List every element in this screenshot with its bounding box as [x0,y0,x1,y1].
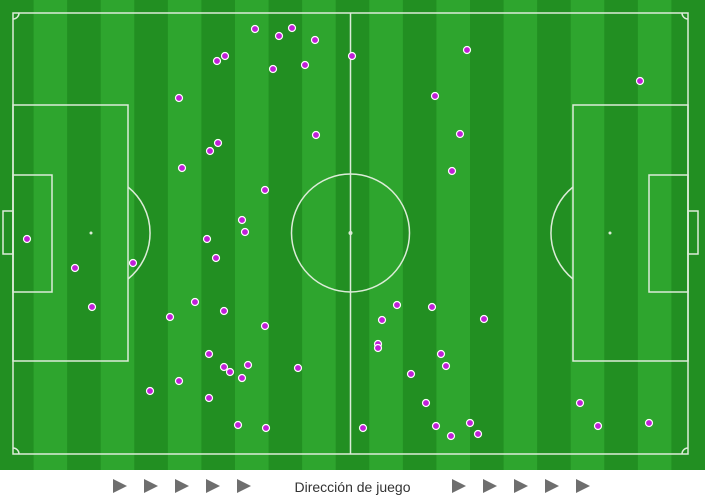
event-point [465,418,475,428]
event-point [174,376,184,386]
event-point [202,234,212,244]
event-point [427,302,437,312]
event-point [300,60,310,70]
event-point [310,35,320,45]
play-triangle-icon [545,479,559,493]
event-point [311,130,321,140]
penalty-spot-right [608,231,612,235]
play-triangle-icon [514,479,528,493]
event-point [274,31,284,41]
grass-stripe [268,0,303,470]
event-point [447,166,457,176]
event-point [174,93,184,103]
event-point [455,129,465,139]
play-triangle-icon [483,479,497,493]
event-point [635,76,645,86]
penalty-arc-left [127,186,151,280]
event-point [145,386,155,396]
event-point [212,56,222,66]
event-point [268,64,278,74]
event-point [240,227,250,237]
grass-stripe [537,0,571,470]
corner-arc-bottom-right [681,447,689,455]
event-point [225,367,235,377]
event-point [260,185,270,195]
corner-arc-bottom-left [12,447,20,455]
event-point [462,45,472,55]
event-point [220,51,230,61]
corner-arc-top-right [681,12,689,20]
play-triangle-icon [452,479,466,493]
event-point [347,51,357,61]
event-point [204,349,214,359]
event-point [293,363,303,373]
pitch-svg [0,0,705,470]
event-point [377,315,387,325]
event-point [261,423,271,433]
play-triangle-icon [237,479,251,493]
penalty-spot-left [89,231,93,235]
event-point [204,393,214,403]
event-point [287,23,297,33]
direction-of-play: Dirección de juego [0,475,705,497]
center-spot [348,231,353,235]
play-triangle-icon [113,479,127,493]
event-point [70,263,80,273]
event-points [22,23,654,441]
event-point [358,423,368,433]
pitch [0,0,705,470]
grass-stripes [0,0,705,470]
play-triangle-icon [206,479,220,493]
event-point [211,253,221,263]
event-point [190,297,200,307]
event-point [644,418,654,428]
event-point [446,431,456,441]
event-point [431,421,441,431]
grass-stripe [67,0,101,470]
event-point [575,398,585,408]
grass-stripe [470,0,504,470]
penalty-arc-right [550,186,574,280]
corner-arc-top-left [12,12,20,20]
goal-right [687,210,699,255]
event-point [373,343,383,353]
event-point [177,163,187,173]
grass-stripe [0,0,34,470]
grass-stripe [402,0,437,470]
event-point [165,312,175,322]
grass-stripe [604,0,638,470]
event-point [233,420,243,430]
event-point [260,321,270,331]
event-point [243,360,253,370]
event-point [87,302,97,312]
pitch-spots [89,231,612,235]
event-point [237,215,247,225]
play-triangle-icon [175,479,189,493]
event-point [441,361,451,371]
event-point [219,306,229,316]
event-point [473,429,483,439]
event-point [128,258,138,268]
direction-label: Dirección de juego [294,479,411,495]
play-triangle-icon [144,479,158,493]
event-point [436,349,446,359]
grass-stripe [335,0,370,470]
event-point [392,300,402,310]
center-circle [290,173,411,293]
event-point [219,362,229,372]
event-point [479,314,489,324]
goal-left [2,210,14,255]
event-point [213,138,223,148]
event-point [237,373,247,383]
event-point [22,234,32,244]
play-triangle-icon [576,479,590,493]
event-point [205,146,215,156]
event-point [430,91,440,101]
event-point [250,24,260,34]
event-point [421,398,431,408]
event-point [593,421,603,431]
event-point [406,369,416,379]
grass-stripe [134,0,168,470]
